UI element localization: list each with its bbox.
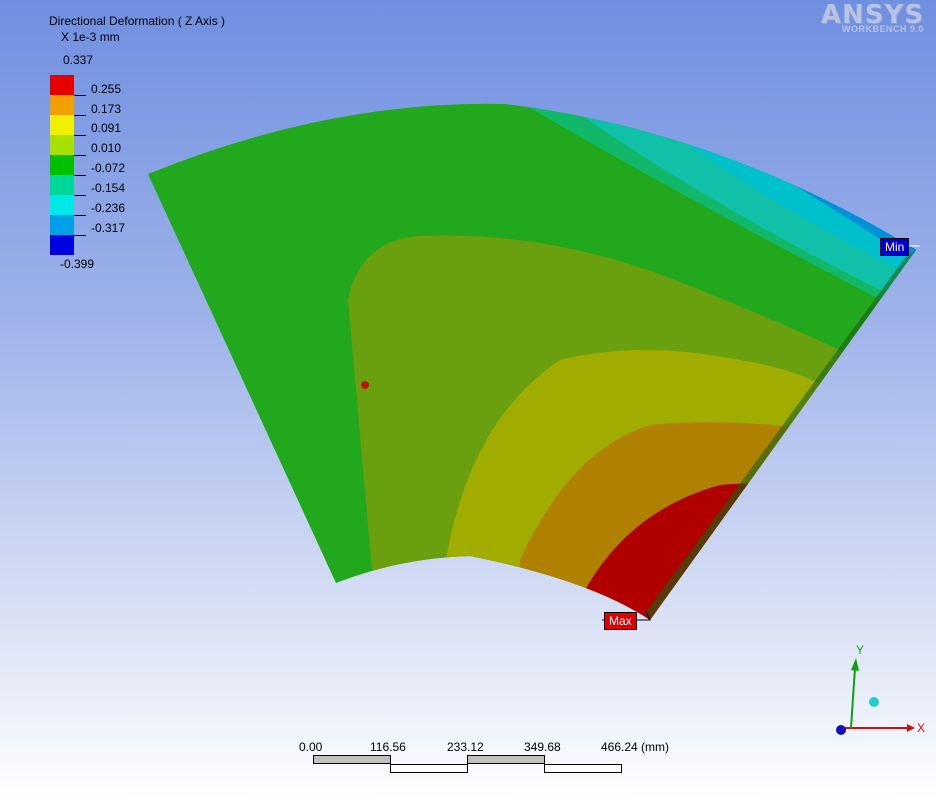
triad-iso-ball [869, 697, 879, 707]
legend-swatch-6 [50, 175, 74, 195]
scale-tick-2: 233.12 [447, 740, 484, 754]
legend-tick [74, 135, 86, 136]
legend-level-label: 0.173 [91, 102, 122, 116]
scale-tick-1: 116.56 [370, 740, 406, 754]
legend-tick [74, 175, 86, 176]
legend-swatch-8 [50, 215, 74, 235]
legend-level-label: 0.010 [91, 141, 122, 155]
legend-level-label: 0.255 [91, 82, 122, 96]
scale-tick-4: 466.24 (mm) [601, 740, 670, 754]
legend-level-label: -0.317 [91, 221, 126, 235]
y-axis-arrowhead [851, 658, 859, 671]
legend-level-label: -0.236 [91, 201, 126, 215]
legend-tick [74, 95, 86, 96]
result-title: Directional Deformation ( Z Axis ) [49, 14, 226, 28]
legend-level-label: -0.072 [91, 161, 126, 175]
scale-tick-0: 0.00 [299, 740, 323, 754]
legend-swatch-2 [50, 95, 74, 115]
legend-max-value: 0.337 [63, 53, 94, 67]
scale-segment [313, 755, 391, 764]
legend-tick [74, 215, 86, 216]
axis-triad[interactable]: X Y [820, 640, 936, 740]
sector-side-face [646, 250, 916, 620]
y-axis-label: Y [856, 643, 864, 657]
legend-level-label: -0.154 [91, 181, 126, 195]
legend-swatch-7 [50, 195, 74, 215]
min-probe-label[interactable]: Min [880, 238, 910, 256]
legend-min-value: -0.399 [60, 257, 95, 271]
scale-segment [467, 755, 545, 764]
y-axis-arrow [850, 667, 856, 729]
scale-segment [544, 764, 622, 773]
legend-swatch-9 [50, 235, 74, 255]
logo-product: WORKBENCH 9.0 [841, 24, 924, 34]
x-axis-label: X [917, 721, 925, 735]
x-axis-arrowhead [907, 724, 915, 732]
scale-segment [390, 764, 468, 773]
legend-swatch-5 [50, 155, 74, 175]
legend-tick [74, 115, 86, 116]
legend-tick [74, 235, 86, 236]
legend-swatch-1 [50, 75, 74, 95]
mesh-node-marker [361, 381, 369, 389]
legend-swatch-3 [50, 115, 74, 135]
logo-brand: ANSYS [820, 0, 924, 30]
ansys-logo: ANSYS WORKBENCH 9.0 [821, 0, 924, 34]
scale-tick-3: 349.68 [524, 740, 561, 754]
legend-level-label: 0.091 [91, 121, 122, 135]
z-axis-dot [836, 725, 846, 735]
legend-swatch-4 [50, 135, 74, 155]
legend-tick [74, 155, 86, 156]
max-probe-label[interactable]: Max [604, 612, 637, 630]
result-units: X 1e-3 mm [61, 30, 120, 44]
legend-tick [74, 195, 86, 196]
